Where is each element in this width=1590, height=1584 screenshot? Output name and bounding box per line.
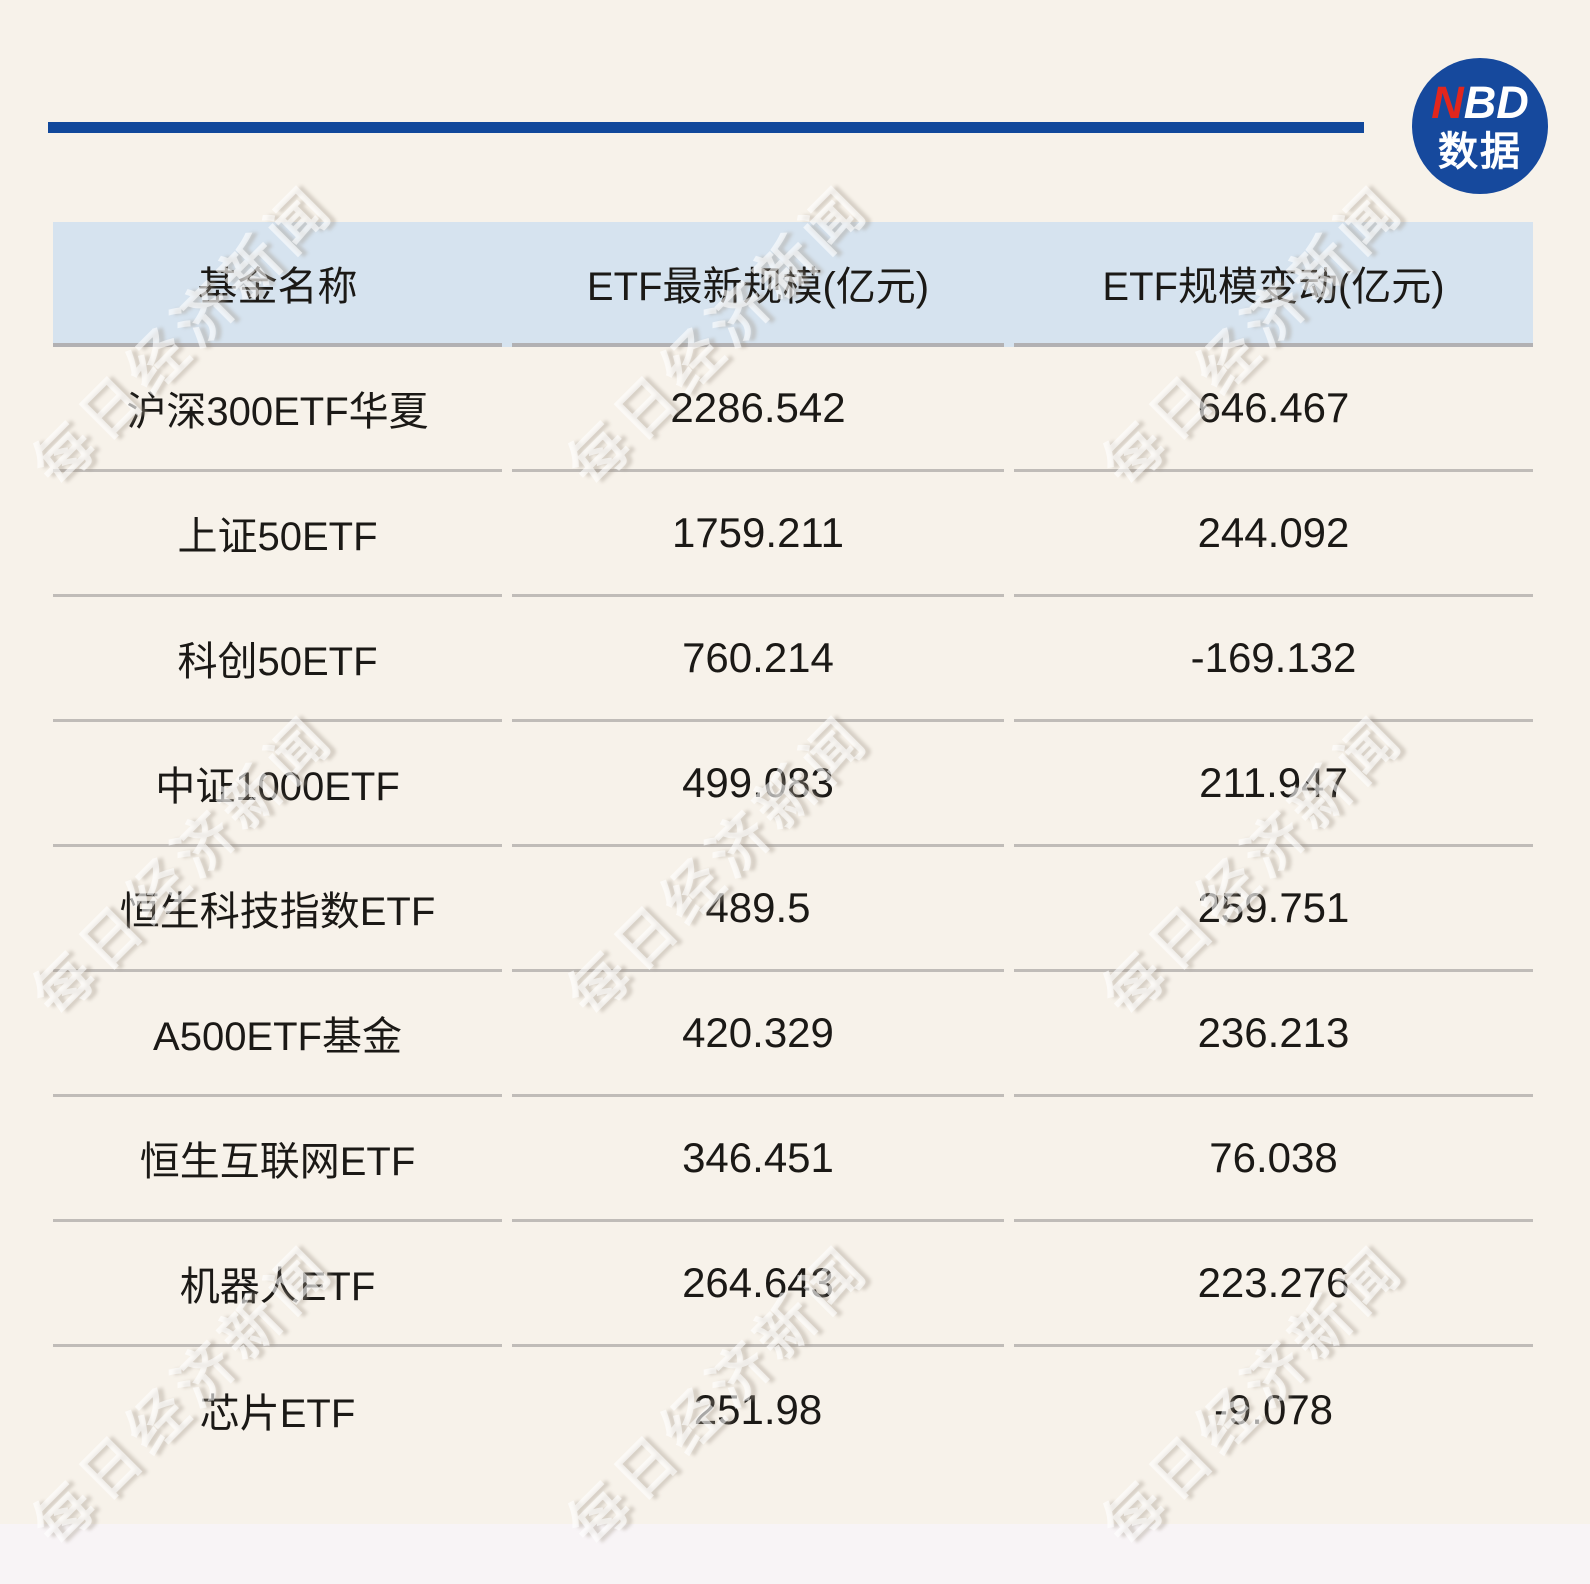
fund-name-cell: 科创50ETF	[53, 597, 502, 722]
table-row: 恒生互联网ETF 346.451 76.038	[53, 1097, 1533, 1222]
scale-change-cell: 259.751	[1014, 847, 1533, 972]
bottom-strip	[0, 1524, 1590, 1584]
column-header-latest-scale: ETF最新规模(亿元)	[512, 222, 1004, 347]
scale-change-cell: 211.947	[1014, 722, 1533, 847]
latest-scale-cell: 251.98	[693, 1385, 823, 1433]
scale-change-cell: 236.213	[1014, 972, 1533, 1097]
logo-letters-bd: BD	[1463, 77, 1529, 128]
table-body: 沪深300ETF华夏 2286.542 646.467 上证50ETF 1759.211…	[53, 347, 1533, 1472]
latest-scale-cell: 346.451	[512, 1097, 1004, 1222]
fund-name-cell: 上证50ETF	[53, 472, 502, 597]
fund-name-cell: 芯片ETF	[199, 1391, 356, 1436]
scale-change-cell: 76.038	[1014, 1097, 1533, 1222]
latest-scale-cell: 264.643	[512, 1222, 1004, 1347]
etf-table: 基金名称 ETF最新规模(亿元) ETF规模变动(亿元) 沪深300ETF华夏 2…	[53, 222, 1533, 1472]
fund-name-cell: 中证1000ETF	[53, 722, 502, 847]
fund-name-cell: 机器人ETF	[53, 1222, 502, 1347]
fund-name-cell: 恒生互联网ETF	[53, 1097, 502, 1222]
scale-change-cell: 646.467	[1014, 347, 1533, 472]
header-rule	[48, 122, 1364, 133]
table-row: 恒生科技指数ETF 489.5 259.751	[53, 847, 1533, 972]
table-row: 科创50ETF 760.214 -169.132	[53, 597, 1533, 722]
latest-scale-cell: 1759.211	[512, 472, 1004, 597]
table-row: 中证1000ETF 499.083 211.947	[53, 722, 1533, 847]
nbd-logo: NBD 数据	[1412, 58, 1548, 194]
table-row: 上证50ETF 1759.211 244.092	[53, 472, 1533, 597]
table-row: 机器人ETF 264.643 223.276	[53, 1222, 1533, 1347]
latest-scale-cell: 2286.542	[512, 347, 1004, 472]
table-header-row: 基金名称 ETF最新规模(亿元) ETF规模变动(亿元)	[53, 222, 1533, 347]
logo-caption: 数据	[1438, 130, 1522, 174]
latest-scale-cell: 760.214	[512, 597, 1004, 722]
table-row: A500ETF基金 420.329 236.213	[53, 972, 1533, 1097]
column-header-fund-name: 基金名称	[53, 222, 502, 347]
fund-name-cell: 沪深300ETF华夏	[53, 347, 502, 472]
latest-scale-cell: 499.083	[512, 722, 1004, 847]
latest-scale-cell: 420.329	[512, 972, 1004, 1097]
fund-name-cell: A500ETF基金	[53, 972, 502, 1097]
scale-change-cell: -169.132	[1014, 597, 1533, 722]
scale-change-cell: -9.078	[1213, 1385, 1334, 1433]
logo-nbd-text: NBD	[1431, 80, 1529, 125]
scale-change-cell: 223.276	[1014, 1222, 1533, 1347]
logo-letter-n: N	[1431, 77, 1464, 128]
column-header-scale-change: ETF规模变动(亿元)	[1014, 222, 1533, 347]
table-row: 芯片ETF 251.98 -9.078	[53, 1347, 1533, 1472]
table-row: 沪深300ETF华夏 2286.542 646.467	[53, 347, 1533, 472]
fund-name-cell: 恒生科技指数ETF	[53, 847, 502, 972]
latest-scale-cell: 489.5	[512, 847, 1004, 972]
scale-change-cell: 244.092	[1014, 472, 1533, 597]
